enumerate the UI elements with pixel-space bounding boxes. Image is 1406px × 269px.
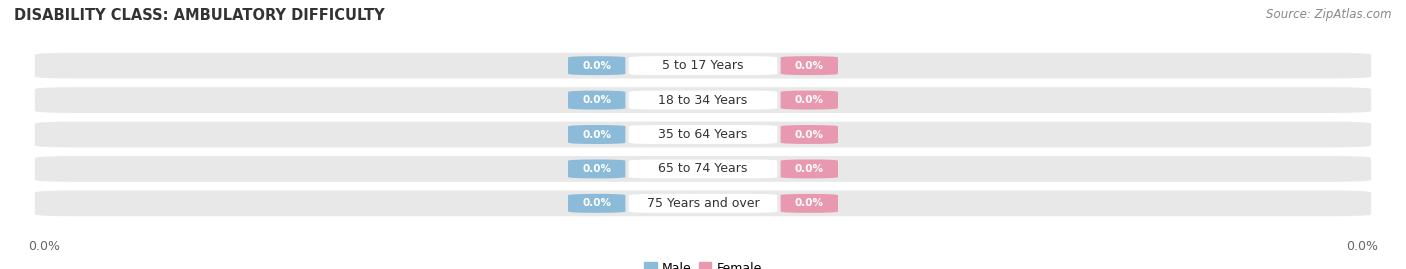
FancyBboxPatch shape [35, 156, 1371, 182]
FancyBboxPatch shape [780, 91, 838, 109]
FancyBboxPatch shape [780, 160, 838, 178]
Text: 0.0%: 0.0% [582, 95, 612, 105]
Text: 18 to 34 Years: 18 to 34 Years [658, 94, 748, 107]
FancyBboxPatch shape [780, 194, 838, 213]
FancyBboxPatch shape [568, 56, 626, 75]
Text: 0.0%: 0.0% [582, 61, 612, 71]
FancyBboxPatch shape [780, 56, 838, 75]
Text: 0.0%: 0.0% [794, 198, 824, 208]
FancyBboxPatch shape [35, 122, 1371, 147]
Text: 0.0%: 0.0% [794, 61, 824, 71]
FancyBboxPatch shape [35, 87, 1371, 113]
FancyBboxPatch shape [568, 194, 626, 213]
Text: 0.0%: 0.0% [1346, 239, 1378, 253]
Text: 0.0%: 0.0% [28, 239, 60, 253]
Text: Source: ZipAtlas.com: Source: ZipAtlas.com [1267, 8, 1392, 21]
Text: 0.0%: 0.0% [794, 95, 824, 105]
FancyBboxPatch shape [628, 194, 778, 213]
FancyBboxPatch shape [568, 160, 626, 178]
Text: 35 to 64 Years: 35 to 64 Years [658, 128, 748, 141]
Text: 0.0%: 0.0% [582, 198, 612, 208]
Text: DISABILITY CLASS: AMBULATORY DIFFICULTY: DISABILITY CLASS: AMBULATORY DIFFICULTY [14, 8, 385, 23]
Legend: Male, Female: Male, Female [640, 257, 766, 269]
Text: 0.0%: 0.0% [794, 164, 824, 174]
Text: 0.0%: 0.0% [582, 164, 612, 174]
FancyBboxPatch shape [628, 91, 778, 109]
Text: 5 to 17 Years: 5 to 17 Years [662, 59, 744, 72]
Text: 0.0%: 0.0% [794, 129, 824, 140]
FancyBboxPatch shape [568, 125, 626, 144]
Text: 65 to 74 Years: 65 to 74 Years [658, 162, 748, 175]
FancyBboxPatch shape [628, 125, 778, 144]
Text: 75 Years and over: 75 Years and over [647, 197, 759, 210]
FancyBboxPatch shape [628, 56, 778, 75]
FancyBboxPatch shape [35, 53, 1371, 79]
Text: 0.0%: 0.0% [582, 129, 612, 140]
FancyBboxPatch shape [568, 91, 626, 109]
FancyBboxPatch shape [35, 190, 1371, 216]
FancyBboxPatch shape [780, 125, 838, 144]
FancyBboxPatch shape [628, 160, 778, 178]
